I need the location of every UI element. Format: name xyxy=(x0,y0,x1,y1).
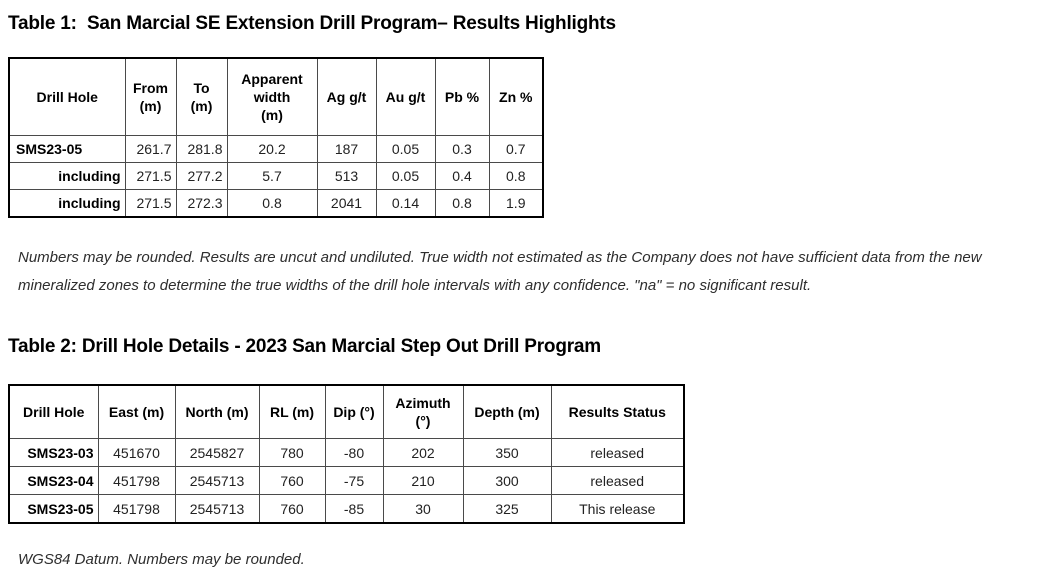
pb-cell: 0.4 xyxy=(434,162,490,190)
depth-cell: 350 xyxy=(462,438,552,467)
pb-cell: 0.8 xyxy=(434,189,490,218)
table1-footnote: Numbers may be rounded. Results are uncu… xyxy=(18,249,982,294)
drill-hole-cell: SMS23-05 xyxy=(8,135,126,163)
drill-hole-cell: including xyxy=(8,162,126,190)
zn-cell: 0.7 xyxy=(488,135,544,163)
table2-header-drill-hole: Drill Hole xyxy=(8,384,99,439)
drill-hole-cell: SMS23-05 xyxy=(8,494,99,524)
table1-header-zn: Zn % xyxy=(488,57,544,136)
table1-header-apparent-width: Apparent width (m) xyxy=(226,57,318,136)
table2-title: Table 2: Drill Hole Details - 2023 San M… xyxy=(8,336,601,357)
au-cell: 0.05 xyxy=(375,135,436,163)
width-cell: 20.2 xyxy=(226,135,318,163)
dip-cell: -75 xyxy=(324,466,384,495)
zn-cell: 0.8 xyxy=(488,162,544,190)
table2-drill-hole-details: Drill Hole East (m) North (m) RL (m) Dip… xyxy=(8,384,685,524)
au-cell: 0.05 xyxy=(375,162,436,190)
table1-header-to: To (m) xyxy=(175,57,228,136)
dip-cell: -80 xyxy=(324,438,384,467)
table2-header-results-status: Results Status xyxy=(550,384,685,439)
table1-header-drill-hole: Drill Hole xyxy=(8,57,126,136)
from-cell: 271.5 xyxy=(124,162,177,190)
drill-hole-cell: SMS23-03 xyxy=(8,438,99,467)
results-status-cell: released xyxy=(550,466,685,495)
azimuth-cell: 202 xyxy=(382,438,464,467)
table1-header-from: From (m) xyxy=(124,57,177,136)
to-cell: 277.2 xyxy=(175,162,228,190)
azimuth-cell: 210 xyxy=(382,466,464,495)
azimuth-cell: 30 xyxy=(382,494,464,524)
dip-cell: -85 xyxy=(324,494,384,524)
table1-header-pb: Pb % xyxy=(434,57,490,136)
depth-cell: 300 xyxy=(462,466,552,495)
drill-hole-cell: including xyxy=(8,189,126,218)
table2-header-east: East (m) xyxy=(97,384,176,439)
table2-header-dip: Dip (°) xyxy=(324,384,384,439)
table2-header-azimuth: Azimuth (°) xyxy=(382,384,464,439)
ag-cell: 513 xyxy=(316,162,377,190)
table2-footnote: WGS84 Datum. Numbers may be rounded. xyxy=(18,551,305,568)
north-cell: 2545827 xyxy=(174,438,260,467)
pb-cell: 0.3 xyxy=(434,135,490,163)
table2-header-depth: Depth (m) xyxy=(462,384,552,439)
table-row: including 271.5 277.2 5.7 513 0.05 0.4 0… xyxy=(8,162,544,190)
table1-header-ag: Ag g/t xyxy=(316,57,377,136)
depth-cell: 325 xyxy=(462,494,552,524)
table1-results-highlights: Drill Hole From (m) To (m) Apparent widt… xyxy=(8,57,544,218)
ag-cell: 2041 xyxy=(316,189,377,218)
from-cell: 261.7 xyxy=(124,135,177,163)
rl-cell: 760 xyxy=(258,466,326,495)
table2-header-rl: RL (m) xyxy=(258,384,326,439)
to-cell: 272.3 xyxy=(175,189,228,218)
table-row: SMS23-05 261.7 281.8 20.2 187 0.05 0.3 0… xyxy=(8,135,544,163)
results-status-cell: This release xyxy=(550,494,685,524)
north-cell: 2545713 xyxy=(174,466,260,495)
width-cell: 0.8 xyxy=(226,189,318,218)
rl-cell: 760 xyxy=(258,494,326,524)
au-cell: 0.14 xyxy=(375,189,436,218)
ag-cell: 187 xyxy=(316,135,377,163)
table-row: including 271.5 272.3 0.8 2041 0.14 0.8 … xyxy=(8,189,544,218)
east-cell: 451670 xyxy=(97,438,176,467)
table-row: SMS23-04 451798 2545713 760 -75 210 300 … xyxy=(8,466,685,495)
table1-title: Table 1: San Marcial SE Extension Drill … xyxy=(8,13,616,34)
width-cell: 5.7 xyxy=(226,162,318,190)
table1-header-row: Drill Hole From (m) To (m) Apparent widt… xyxy=(8,57,544,136)
north-cell: 2545713 xyxy=(174,494,260,524)
zn-cell: 1.9 xyxy=(488,189,544,218)
table2-header-north: North (m) xyxy=(174,384,260,439)
table2-header-row: Drill Hole East (m) North (m) RL (m) Dip… xyxy=(8,384,685,439)
east-cell: 451798 xyxy=(97,494,176,524)
results-status-cell: released xyxy=(550,438,685,467)
table1-header-au: Au g/t xyxy=(375,57,436,136)
to-cell: 281.8 xyxy=(175,135,228,163)
rl-cell: 780 xyxy=(258,438,326,467)
table-row: SMS23-03 451670 2545827 780 -80 202 350 … xyxy=(8,438,685,467)
table-row: SMS23-05 451798 2545713 760 -85 30 325 T… xyxy=(8,494,685,524)
from-cell: 271.5 xyxy=(124,189,177,218)
east-cell: 451798 xyxy=(97,466,176,495)
drill-hole-cell: SMS23-04 xyxy=(8,466,99,495)
